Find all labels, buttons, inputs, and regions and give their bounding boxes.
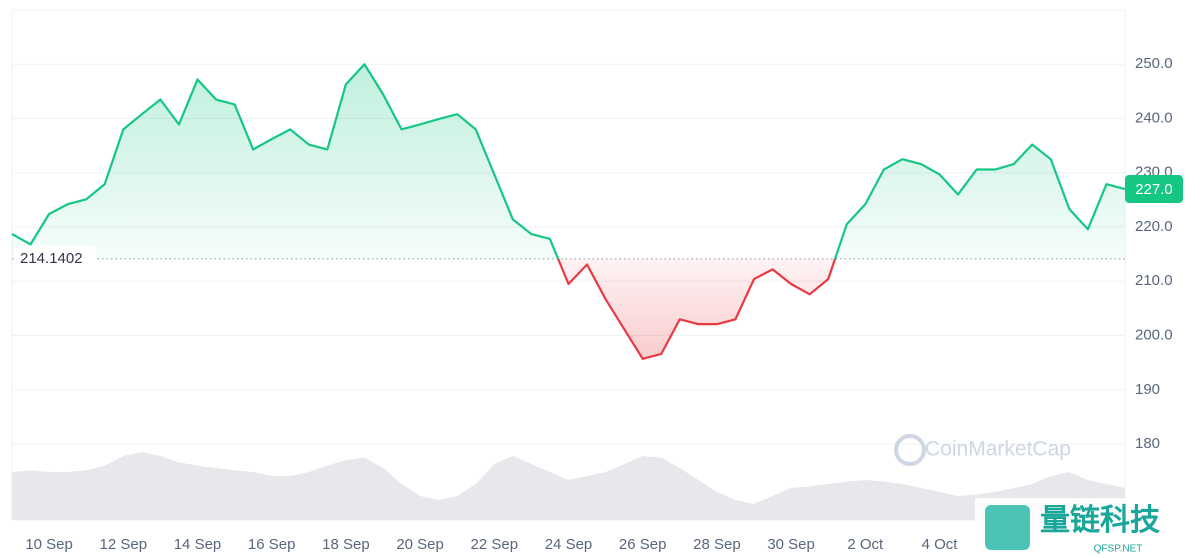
y-tick-label: 240.0	[1135, 109, 1173, 126]
x-tick-label: 18 Sep	[322, 536, 370, 553]
last-price-label: 227.0	[1135, 181, 1173, 198]
y-tick-label: 220.0	[1135, 218, 1173, 235]
price-line	[11, 63, 1126, 360]
volume-area	[12, 452, 1125, 520]
price-area	[12, 64, 1125, 359]
x-tick-label: 12 Sep	[100, 536, 148, 553]
watermark-icon	[985, 505, 1030, 550]
watermark3: QFSP.NET	[1094, 544, 1143, 555]
x-tick-label: 10 Sep	[25, 536, 73, 553]
y-tick-label: 180	[1135, 435, 1160, 452]
y-tick-label: 250.0	[1135, 55, 1173, 72]
x-tick-label: 30 Sep	[767, 536, 815, 553]
last-price-badge	[1125, 175, 1183, 204]
x-tick-label: 2 Oct	[847, 536, 884, 553]
y-tick-label: 190	[1135, 381, 1160, 398]
x-tick-label: 26 Sep	[619, 536, 667, 553]
watermark2: 量链科技	[1040, 503, 1160, 537]
x-tick-label: 4 Oct	[922, 536, 959, 553]
x-tick-label: 22 Sep	[471, 536, 519, 553]
baseline-label: 214.1402	[20, 250, 83, 267]
x-tick-label: 20 Sep	[396, 536, 444, 553]
x-tick-label: 24 Sep	[545, 536, 593, 553]
baseline-label-bg	[14, 245, 96, 270]
x-tick-label: 14 Sep	[174, 536, 222, 553]
watermark-logo	[894, 434, 926, 466]
x-tick-label: 28 Sep	[693, 536, 741, 553]
y-tick-label: 210.0	[1135, 272, 1173, 289]
watermark: CoinMarketCap	[925, 438, 1071, 461]
x-tick-label: 16 Sep	[248, 536, 296, 553]
y-tick-label: 200.0	[1135, 327, 1173, 344]
